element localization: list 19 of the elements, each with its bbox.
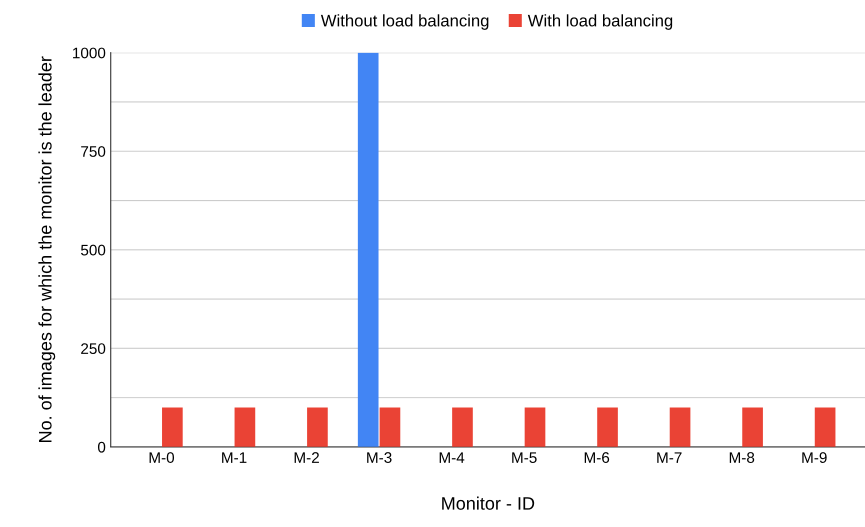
- y-axis-title: No. of images for which the monitor is the leader: [38, 56, 56, 442]
- x-tick-label: M-2: [294, 452, 319, 463]
- x-tick-label: M-7: [657, 452, 682, 463]
- x-tick-label: M-3: [367, 452, 392, 463]
- y-tick-label: 500: [80, 244, 106, 256]
- legend-label: With load balancing: [528, 14, 672, 30]
- y-tick-label: 0: [98, 442, 106, 453]
- x-tick-label: M-1: [222, 452, 246, 463]
- y-tick-label: 750: [81, 146, 106, 157]
- x-tick-label: M-9: [802, 452, 827, 463]
- x-tick-label: M-4: [440, 452, 464, 463]
- y-tick-label: 250: [81, 343, 106, 354]
- x-tick-label: M-8: [730, 452, 754, 463]
- legend-label: Without load balancing: [320, 14, 488, 30]
- x-axis-title: Monitor - ID: [442, 496, 534, 510]
- x-tick-label: M-0: [150, 452, 174, 463]
- y-tick-label: 1000: [73, 48, 106, 58]
- x-tick-label: M-6: [584, 452, 610, 463]
- x-tick-label: M-5: [512, 452, 537, 463]
